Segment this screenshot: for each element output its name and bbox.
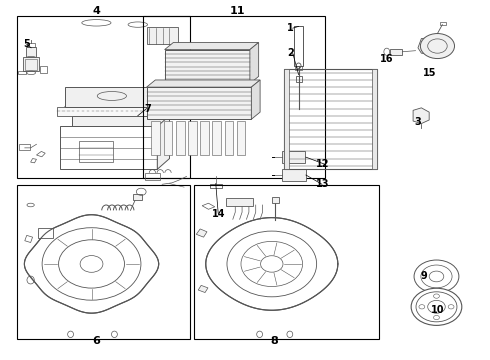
Bar [164,121,172,155]
Bar [17,16,190,178]
Bar [176,121,185,155]
Bar [147,27,178,44]
Bar [27,43,35,47]
Bar [165,50,250,84]
Text: 15: 15 [423,68,437,78]
Text: 3: 3 [415,117,421,127]
Bar [24,58,39,71]
Bar [237,121,245,155]
Bar [25,59,37,70]
Text: 12: 12 [316,159,330,169]
Bar [390,49,402,55]
Bar [440,22,446,25]
Bar [65,87,170,107]
Polygon shape [250,42,259,84]
Bar [284,69,289,169]
Bar [282,152,305,163]
Text: 16: 16 [380,54,393,64]
Bar [20,144,30,150]
Bar [145,173,160,180]
Text: 10: 10 [431,305,444,315]
Bar [272,197,279,203]
Bar [295,66,302,70]
Circle shape [414,260,459,293]
Bar [151,121,160,155]
Bar [57,107,172,116]
Circle shape [420,33,455,59]
Polygon shape [300,239,310,247]
Polygon shape [24,215,159,313]
Bar [60,126,157,169]
Text: 4: 4 [93,6,100,17]
Polygon shape [165,42,259,50]
Text: 8: 8 [270,337,278,346]
Polygon shape [147,80,260,87]
Bar [26,47,36,57]
Bar [40,66,47,73]
Bar [147,87,251,119]
Polygon shape [418,38,430,54]
Polygon shape [72,116,170,126]
Bar [200,121,209,155]
Text: 13: 13 [316,179,330,189]
Bar [79,141,114,162]
Polygon shape [65,100,177,107]
Text: 1: 1 [287,23,294,33]
Bar [295,76,301,82]
Text: 7: 7 [144,104,151,113]
Bar [224,121,233,155]
Bar [143,16,325,178]
Polygon shape [206,218,338,310]
Polygon shape [251,80,260,119]
Bar [210,184,222,188]
Bar [188,121,197,155]
Circle shape [411,288,462,325]
Bar [282,169,306,181]
Bar [212,121,221,155]
Bar [133,194,142,201]
Bar [38,228,52,238]
Text: 11: 11 [230,6,245,17]
Polygon shape [157,116,170,169]
Text: 2: 2 [287,48,294,58]
Text: 5: 5 [24,39,30,49]
Text: 9: 9 [421,271,428,282]
Text: 14: 14 [212,209,225,219]
Bar [226,198,253,206]
Text: 6: 6 [93,337,100,346]
Bar [17,185,190,339]
Polygon shape [413,108,429,123]
Bar [294,26,303,66]
Polygon shape [196,229,207,237]
Bar [284,69,376,169]
Polygon shape [170,81,177,107]
Bar [372,69,376,169]
Polygon shape [198,285,208,293]
Bar [194,185,379,339]
Bar [19,71,26,73]
